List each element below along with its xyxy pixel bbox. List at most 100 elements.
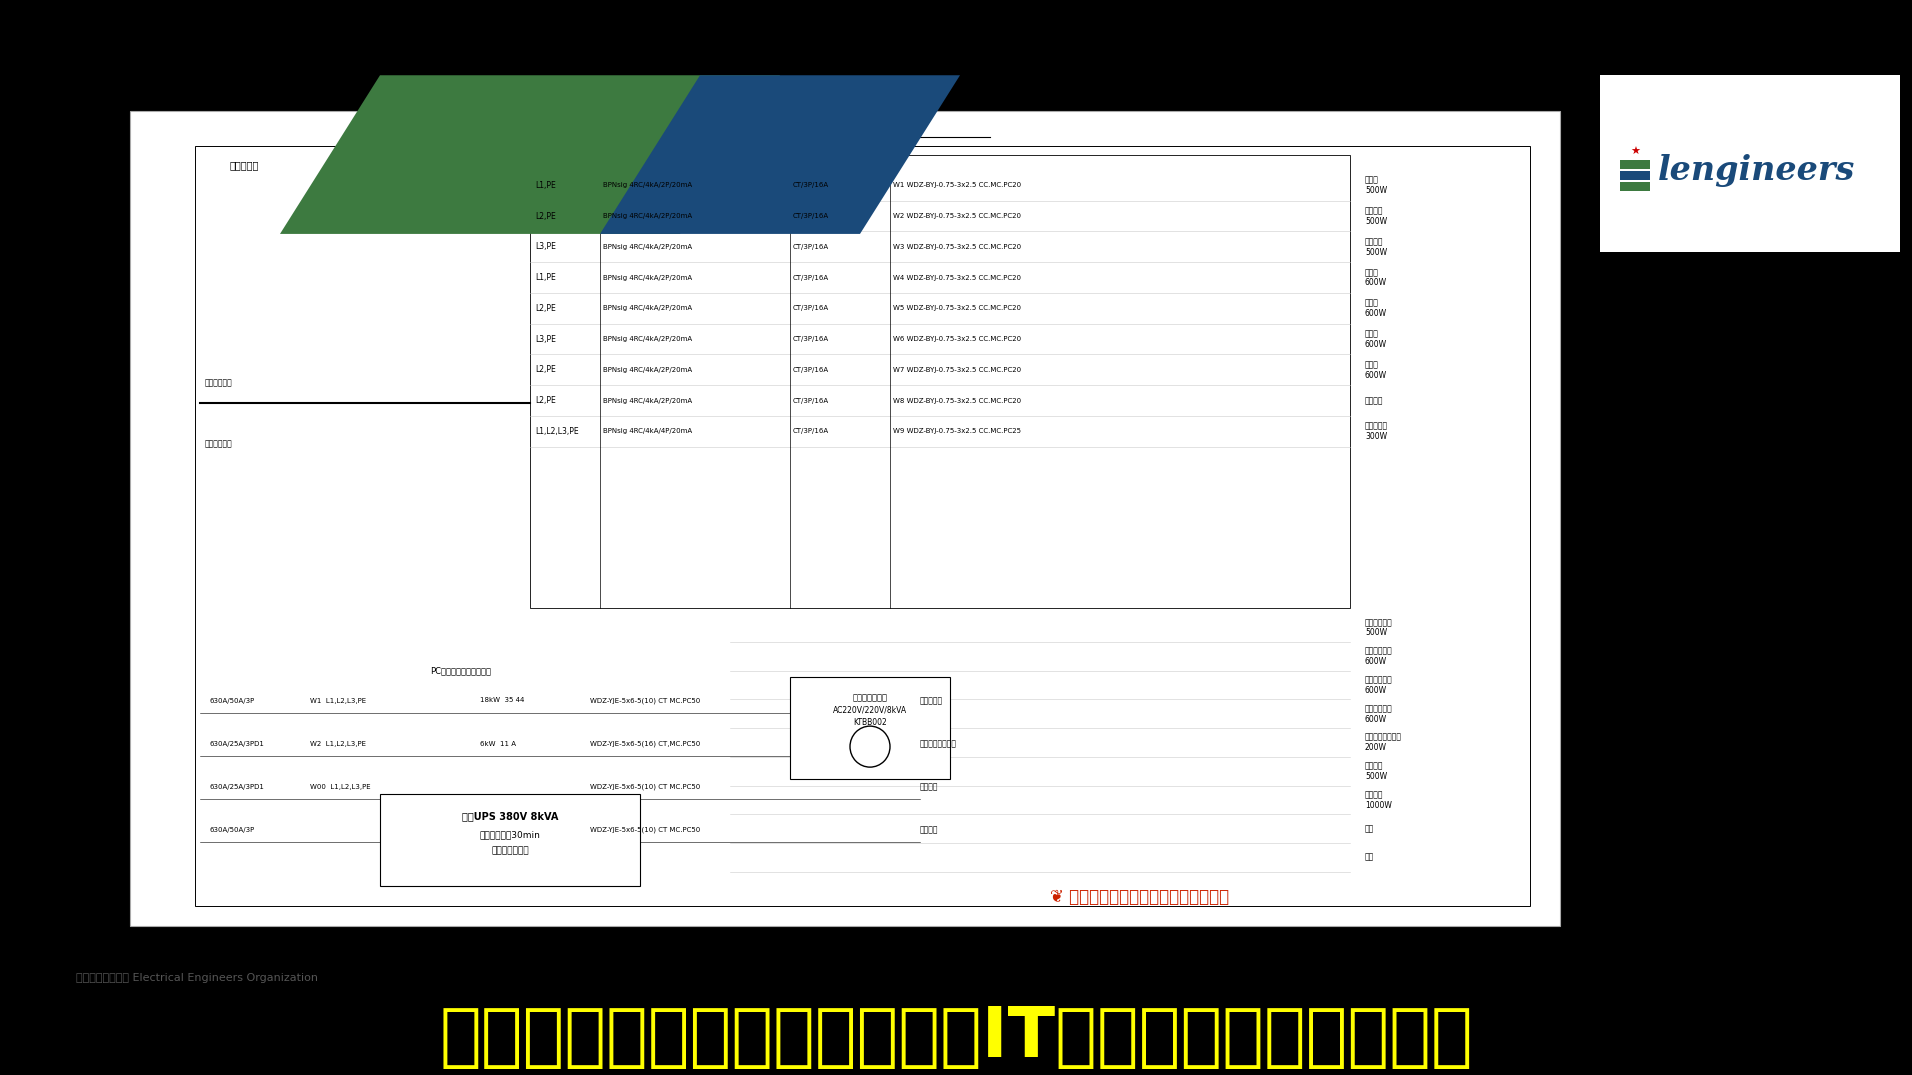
Text: 电动门
600W: 电动门 600W	[1365, 268, 1386, 287]
Text: 电源系统故障电流。: 电源系统故障电流。	[1591, 515, 1740, 543]
Text: L1,L2,L3,PE: L1,L2,L3,PE	[535, 427, 579, 435]
Text: CT/3P/16A: CT/3P/16A	[793, 305, 830, 312]
Text: BPNsig 4RC/4kA/2P/20mA: BPNsig 4RC/4kA/2P/20mA	[602, 274, 692, 281]
Text: L1,PE: L1,PE	[535, 181, 556, 190]
Text: PC机末电源自动切换开关: PC机末电源自动切换开关	[430, 666, 491, 675]
Text: 无影灯
600W: 无影灯 600W	[1365, 360, 1386, 379]
Text: 630A/25A/3PD1: 630A/25A/3PD1	[210, 784, 266, 790]
Text: lengineers: lengineers	[1658, 155, 1855, 187]
Text: 6kW  11 A: 6kW 11 A	[480, 741, 516, 746]
Bar	[1619, 182, 1650, 191]
Text: 离由电源系统PE线传过来的: 离由电源系统PE线传过来的	[1591, 485, 1807, 513]
Text: WDZ-YJE-5x6-5(10) CT MC.PC50: WDZ-YJE-5x6-5(10) CT MC.PC50	[591, 827, 700, 833]
Text: W1 WDZ-BYJ-0.75-3x2.5 CC.MC.PC20: W1 WDZ-BYJ-0.75-3x2.5 CC.MC.PC20	[893, 183, 1021, 188]
Text: L2,PE: L2,PE	[535, 304, 556, 313]
Polygon shape	[600, 75, 960, 234]
Text: 630A/50A/3P: 630A/50A/3P	[210, 827, 254, 833]
Text: 电气工程师合作组 Electrical Engineers Organization: 电气工程师合作组 Electrical Engineers Organizati…	[76, 973, 319, 984]
Text: 手术间插座箱
600W: 手术间插座箱 600W	[1365, 675, 1392, 694]
Text: 灯带照明
500W: 灯带照明 500W	[1365, 238, 1386, 257]
Text: CT/3P/16A: CT/3P/16A	[793, 213, 830, 219]
Text: W00  L1,L2,L3,PE: W00 L1,L2,L3,PE	[310, 784, 371, 790]
Text: 后备插座
500W: 后备插座 500W	[1365, 761, 1386, 780]
Text: BPNsig 4RC/4kA/2P/20mA: BPNsig 4RC/4kA/2P/20mA	[602, 398, 692, 403]
Text: CT/3P/16A: CT/3P/16A	[793, 336, 830, 342]
Text: 移动式无影灯插座
200W: 移动式无影灯插座 200W	[1365, 733, 1401, 752]
Text: W9 WDZ-BYJ-0.75-3x2.5 CC.MC.PC25: W9 WDZ-BYJ-0.75-3x2.5 CC.MC.PC25	[893, 428, 1021, 434]
Text: 设置于配电箱旁: 设置于配电箱旁	[491, 847, 530, 856]
Text: L2,PE: L2,PE	[535, 212, 556, 220]
Text: ❦ 昆明市建筑设计研究院股份有限公司: ❦ 昆明市建筑设计研究院股份有限公司	[1050, 888, 1229, 906]
Text: 请老师讲讲图集中关于手术射IT系统接地和局部等电位: 请老师讲讲图集中关于手术射IT系统接地和局部等电位	[440, 1004, 1472, 1071]
Text: 备用: 备用	[1365, 852, 1375, 862]
Text: 手术间插座箱
600W: 手术间插座箱 600W	[1365, 704, 1392, 723]
Text: BPNsig 4RC/4kA/4P/20mA: BPNsig 4RC/4kA/4P/20mA	[602, 428, 692, 434]
Text: 照明配电箱: 照明配电箱	[920, 696, 943, 705]
Bar	[380, 793, 641, 886]
Bar	[790, 677, 950, 779]
Text: 备供电源进线: 备供电源进线	[205, 440, 233, 448]
Text: W5 WDZ-BYJ-0.75-3x2.5 CC.MC.PC20: W5 WDZ-BYJ-0.75-3x2.5 CC.MC.PC20	[893, 305, 1021, 312]
Text: CT/3P/16A: CT/3P/16A	[793, 274, 830, 281]
Text: W4 WDZ-BYJ-0.75-3x2.5 CC.MC.PC20: W4 WDZ-BYJ-0.75-3x2.5 CC.MC.PC20	[893, 274, 1021, 281]
Text: 后备插座
1000W: 后备插座 1000W	[1365, 790, 1392, 809]
Text: L3,PE: L3,PE	[535, 242, 556, 252]
Text: WDZ-YJE-5x6-5(10) CT MC.PC50: WDZ-YJE-5x6-5(10) CT MC.PC50	[591, 784, 700, 790]
Text: 18kW  35 44: 18kW 35 44	[480, 698, 524, 703]
Text: BPNsig 4RC/4kA/2P/20mA: BPNsig 4RC/4kA/2P/20mA	[602, 336, 692, 342]
Text: WDZ-YJE-5x6-5(16) CT,MC.PC50: WDZ-YJE-5x6-5(16) CT,MC.PC50	[591, 741, 700, 747]
Text: CT/3P/16A: CT/3P/16A	[793, 428, 830, 434]
Text: W7 WDZ-BYJ-0.75-3x2.5 CC.MC.PC20: W7 WDZ-BYJ-0.75-3x2.5 CC.MC.PC20	[893, 367, 1021, 373]
Text: W8 WDZ-BYJ-0.75-3x2.5 CC.MC.PC20: W8 WDZ-BYJ-0.75-3x2.5 CC.MC.PC20	[893, 398, 1021, 403]
Text: 主供电源进线: 主供电源进线	[205, 378, 233, 387]
Bar	[195, 146, 1530, 905]
Text: L2,PE: L2,PE	[535, 366, 556, 374]
Text: L3,PE: L3,PE	[535, 334, 556, 344]
Text: 无影灯
500W: 无影灯 500W	[1365, 175, 1386, 195]
Text: W2  L1,L2,L3,PE: W2 L1,L2,L3,PE	[310, 741, 365, 746]
Text: L1,PE: L1,PE	[535, 273, 556, 282]
Text: CT/3P/16A: CT/3P/16A	[793, 398, 830, 403]
Text: ★: ★	[1631, 147, 1640, 157]
Text: 备注灯
600W: 备注灯 600W	[1365, 299, 1386, 318]
Text: 灯带照明
500W: 灯带照明 500W	[1365, 206, 1386, 226]
Text: BPNsig 4RC/4kA/2P/20mA: BPNsig 4RC/4kA/2P/20mA	[602, 367, 692, 373]
Polygon shape	[279, 75, 780, 234]
Text: BPNsig 4RC/4kA/2P/20mA: BPNsig 4RC/4kA/2P/20mA	[602, 244, 692, 249]
Text: CT/3P/16A: CT/3P/16A	[793, 367, 830, 373]
Text: 手术室配电: 手术室配电	[229, 160, 260, 170]
Text: W1  L1,L2,L3,PE: W1 L1,L2,L3,PE	[310, 698, 365, 703]
Bar	[1619, 159, 1650, 169]
Text: 630A/25A/3PD1: 630A/25A/3PD1	[210, 741, 266, 746]
Text: W3 WDZ-BYJ-0.75-3x2.5 CC.MC.PC20: W3 WDZ-BYJ-0.75-3x2.5 CC.MC.PC20	[893, 244, 1021, 249]
Bar	[130, 111, 1560, 926]
Text: 备用回路: 备用回路	[920, 783, 939, 791]
Text: 备用: 备用	[1365, 825, 1375, 833]
Text: 备用回路: 备用回路	[920, 826, 939, 834]
Text: 预留回路: 预留回路	[1365, 396, 1384, 405]
Text: L2,PE: L2,PE	[535, 396, 556, 405]
Text: 手术台
600W: 手术台 600W	[1365, 329, 1386, 348]
Text: 传感器控制柜设置于千手术台面: 传感器控制柜设置于千手术台面	[784, 124, 876, 134]
Text: 医用隔离变压器: 医用隔离变压器	[853, 693, 887, 702]
Text: CT/3P/16A: CT/3P/16A	[793, 183, 830, 188]
Text: WDZ-YJE-5x6-5(10) CT MC.PC50: WDZ-YJE-5x6-5(10) CT MC.PC50	[591, 698, 700, 704]
Text: 电池供电时间30min: 电池供电时间30min	[480, 830, 541, 840]
Text: KTBB002: KTBB002	[853, 717, 887, 727]
Text: 手术间插座箱
600W: 手术间插座箱 600W	[1365, 647, 1392, 666]
Text: 三相插座箱
300W: 三相插座箱 300W	[1365, 421, 1388, 441]
Text: W2 WDZ-BYJ-0.75-3x2.5 CC.MC.PC20: W2 WDZ-BYJ-0.75-3x2.5 CC.MC.PC20	[893, 213, 1021, 219]
Text: 手术间插座箱
500W: 手术间插座箱 500W	[1365, 618, 1392, 637]
Text: 630A/50A/3P: 630A/50A/3P	[210, 698, 254, 703]
Text: 采用IT供电系统的目的是隔: 采用IT供电系统的目的是隔	[1591, 454, 1797, 482]
Text: W6 WDZ-BYJ-0.75-3x2.5 CC.MC.PC20: W6 WDZ-BYJ-0.75-3x2.5 CC.MC.PC20	[893, 336, 1021, 342]
Bar	[530, 155, 1350, 608]
Text: BPNsig 4RC/4kA/2P/20mA: BPNsig 4RC/4kA/2P/20mA	[602, 213, 692, 219]
Text: CT/3P/16A: CT/3P/16A	[793, 244, 830, 249]
Bar	[1619, 171, 1650, 180]
Text: 适配UPS 380V 8kVA: 适配UPS 380V 8kVA	[463, 812, 558, 821]
Bar	[1600, 75, 1901, 252]
Text: BPNsig 4RC/4kA/2P/20mA: BPNsig 4RC/4kA/2P/20mA	[602, 183, 692, 188]
Text: AC220V/220V/8kVA: AC220V/220V/8kVA	[834, 705, 906, 714]
Text: BPNsig 4RC/4kA/2P/20mA: BPNsig 4RC/4kA/2P/20mA	[602, 305, 692, 312]
